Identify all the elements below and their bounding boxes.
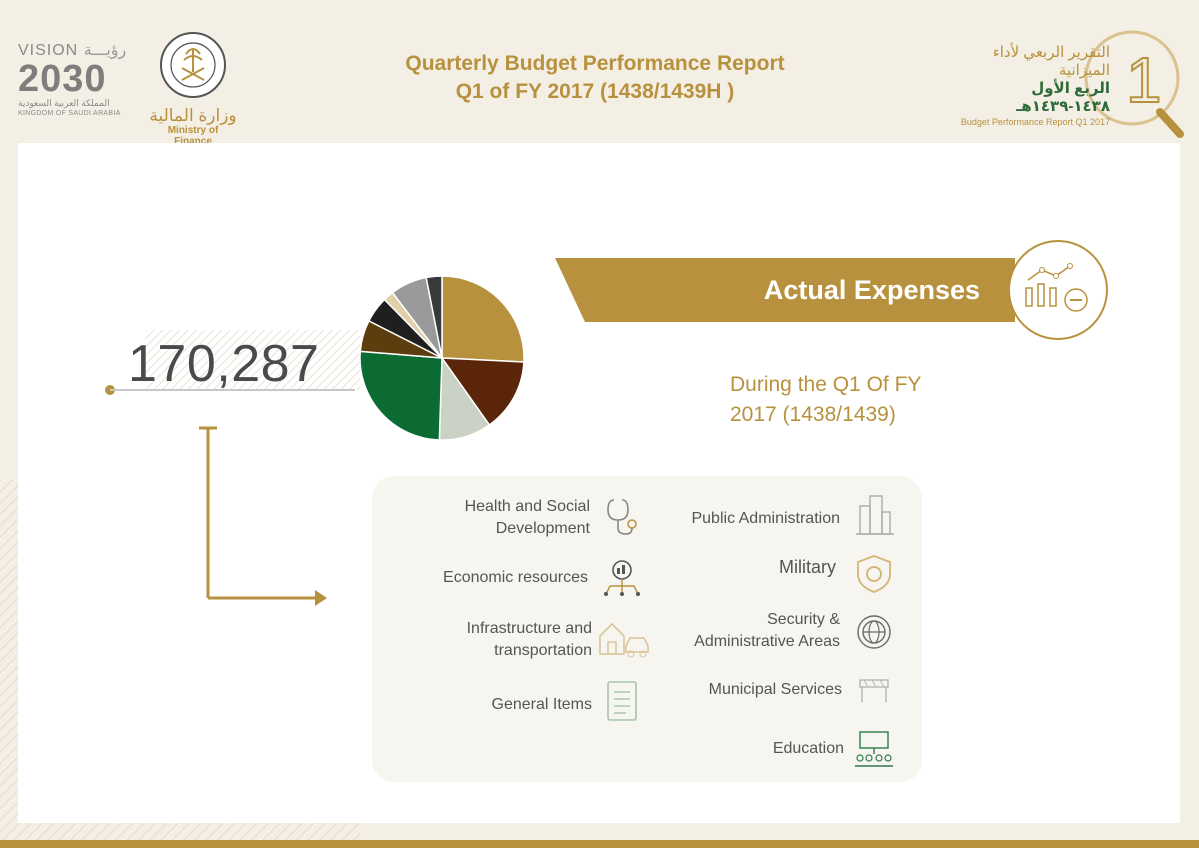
- report-badge-title-ar: التقرير الربعي لأداء الميزانية: [992, 44, 1110, 79]
- title-banner: [555, 258, 1015, 322]
- legend-label-military: Military: [779, 557, 836, 577]
- legend-label-municipal: Municipal Services: [708, 681, 842, 698]
- ministry-seal-icon: [160, 32, 226, 98]
- legend-label-education: Education: [772, 740, 844, 757]
- connector-arrow-icon: [199, 426, 327, 606]
- ministry-name-ar: وزارة المالية: [149, 106, 237, 125]
- legend-label-economic: Economic resources: [443, 569, 588, 586]
- legend-label-security: Security & Administrative Areas: [694, 611, 840, 650]
- period-line-1: During the Q1 Of FY: [730, 373, 922, 396]
- report-badge-subtitle-en: Budget Performance Report Q1 2017: [960, 117, 1110, 127]
- banner-title: Actual Expenses: [763, 275, 980, 305]
- period-line-2: 2017 (1438/1439): [730, 403, 896, 426]
- report-badge-subtitle-ar: الربع الأول ١٤٣٨-١٤٣٩هـ: [1016, 80, 1110, 115]
- title-line-2: Q1 of FY 2017 (1438/1439H ): [455, 80, 735, 103]
- page-title: Quarterly Budget Performance Report Q1 o…: [300, 50, 890, 106]
- q1-emblem-icon: 1: [1084, 30, 1184, 138]
- ministry-of-finance-logo: وزارة المالية Ministry of Finance: [148, 30, 238, 147]
- legend-label-general-items: General Items: [491, 696, 592, 713]
- classroom-icon: [855, 731, 893, 767]
- q1-emblem-number: 1: [1126, 44, 1162, 116]
- vision-kingdom-ar: المملكة العربية السعودية: [18, 98, 110, 108]
- vision-year: 2030: [18, 58, 107, 100]
- pie-slice-9: [425, 275, 443, 359]
- expenses-pie-chart: [359, 275, 525, 441]
- globe-icon: [857, 615, 891, 649]
- number-underline: [105, 385, 355, 395]
- pie-slice-2: [440, 357, 525, 427]
- pie-slice-4: [359, 350, 443, 441]
- shield-icon: [857, 555, 891, 593]
- pie-slice-1: [441, 275, 525, 363]
- ministry-name-en: Ministry of Finance: [167, 125, 219, 147]
- checklist-icon: [607, 681, 637, 721]
- title-line-1: Quarterly Budget Performance Report: [405, 52, 785, 75]
- legend-label-public-admin: Public Administration: [691, 510, 840, 527]
- vision-kingdom-en: KINGDOM OF SAUDI ARABIA: [18, 110, 121, 117]
- vision-word: VISION: [18, 42, 79, 59]
- barrier-icon: [859, 679, 889, 702]
- report-badge: التقرير الربعي لأداء الميزانية الربع الأ…: [940, 44, 1110, 128]
- buildings-icon: [856, 495, 894, 535]
- economic-network-icon: [604, 560, 640, 596]
- legend-label-health: Health and Social Development: [464, 498, 590, 537]
- number-hatch: [145, 330, 360, 390]
- vision-2030-logo: VISION رؤيـــة 2030 المملكة العربية السع…: [18, 40, 128, 119]
- bottom-bar: [0, 840, 1199, 848]
- total-expenses-value: 170,287: [128, 335, 320, 393]
- house-car-icon: [599, 622, 649, 658]
- legend-box: Health and Social Development Economic r…: [372, 476, 922, 782]
- period-text: During the Q1 Of FY 2017 (1438/1439): [730, 370, 970, 430]
- legend-label-infrastructure: Infrastructure and transportation: [466, 620, 592, 659]
- vision-word-ar: رؤيـــة: [83, 42, 127, 59]
- stethoscope-icon: [607, 499, 637, 535]
- chart-circle-icon: [1008, 240, 1108, 340]
